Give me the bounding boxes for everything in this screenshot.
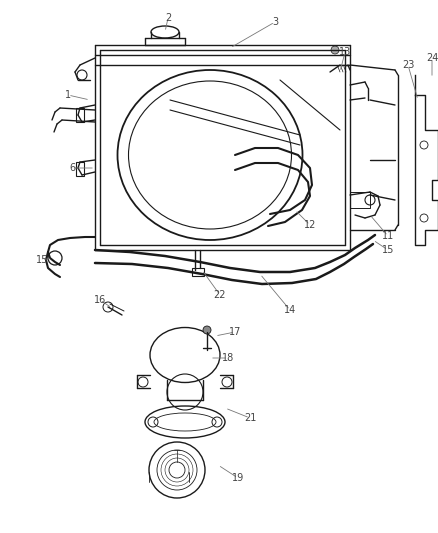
Bar xyxy=(76,162,84,176)
Circle shape xyxy=(330,46,338,54)
Text: 23: 23 xyxy=(401,60,413,70)
Text: 17: 17 xyxy=(228,327,240,337)
Text: 24: 24 xyxy=(425,53,437,63)
Text: 21: 21 xyxy=(243,413,256,423)
Text: 12: 12 xyxy=(303,220,315,230)
Text: 13: 13 xyxy=(338,47,350,57)
Text: 18: 18 xyxy=(221,353,233,363)
Bar xyxy=(76,108,84,122)
Circle shape xyxy=(202,326,211,334)
Text: 15: 15 xyxy=(381,245,393,255)
Text: 19: 19 xyxy=(231,473,244,483)
Text: 3: 3 xyxy=(271,17,277,27)
Text: 15: 15 xyxy=(36,255,48,265)
Bar xyxy=(349,192,369,208)
Text: 14: 14 xyxy=(283,305,296,315)
Text: 22: 22 xyxy=(213,290,226,300)
Text: 2: 2 xyxy=(165,13,171,23)
Text: 1: 1 xyxy=(65,90,71,100)
Bar xyxy=(191,268,204,276)
Text: 11: 11 xyxy=(381,231,393,241)
Text: 16: 16 xyxy=(94,295,106,305)
Text: 6: 6 xyxy=(69,163,75,173)
